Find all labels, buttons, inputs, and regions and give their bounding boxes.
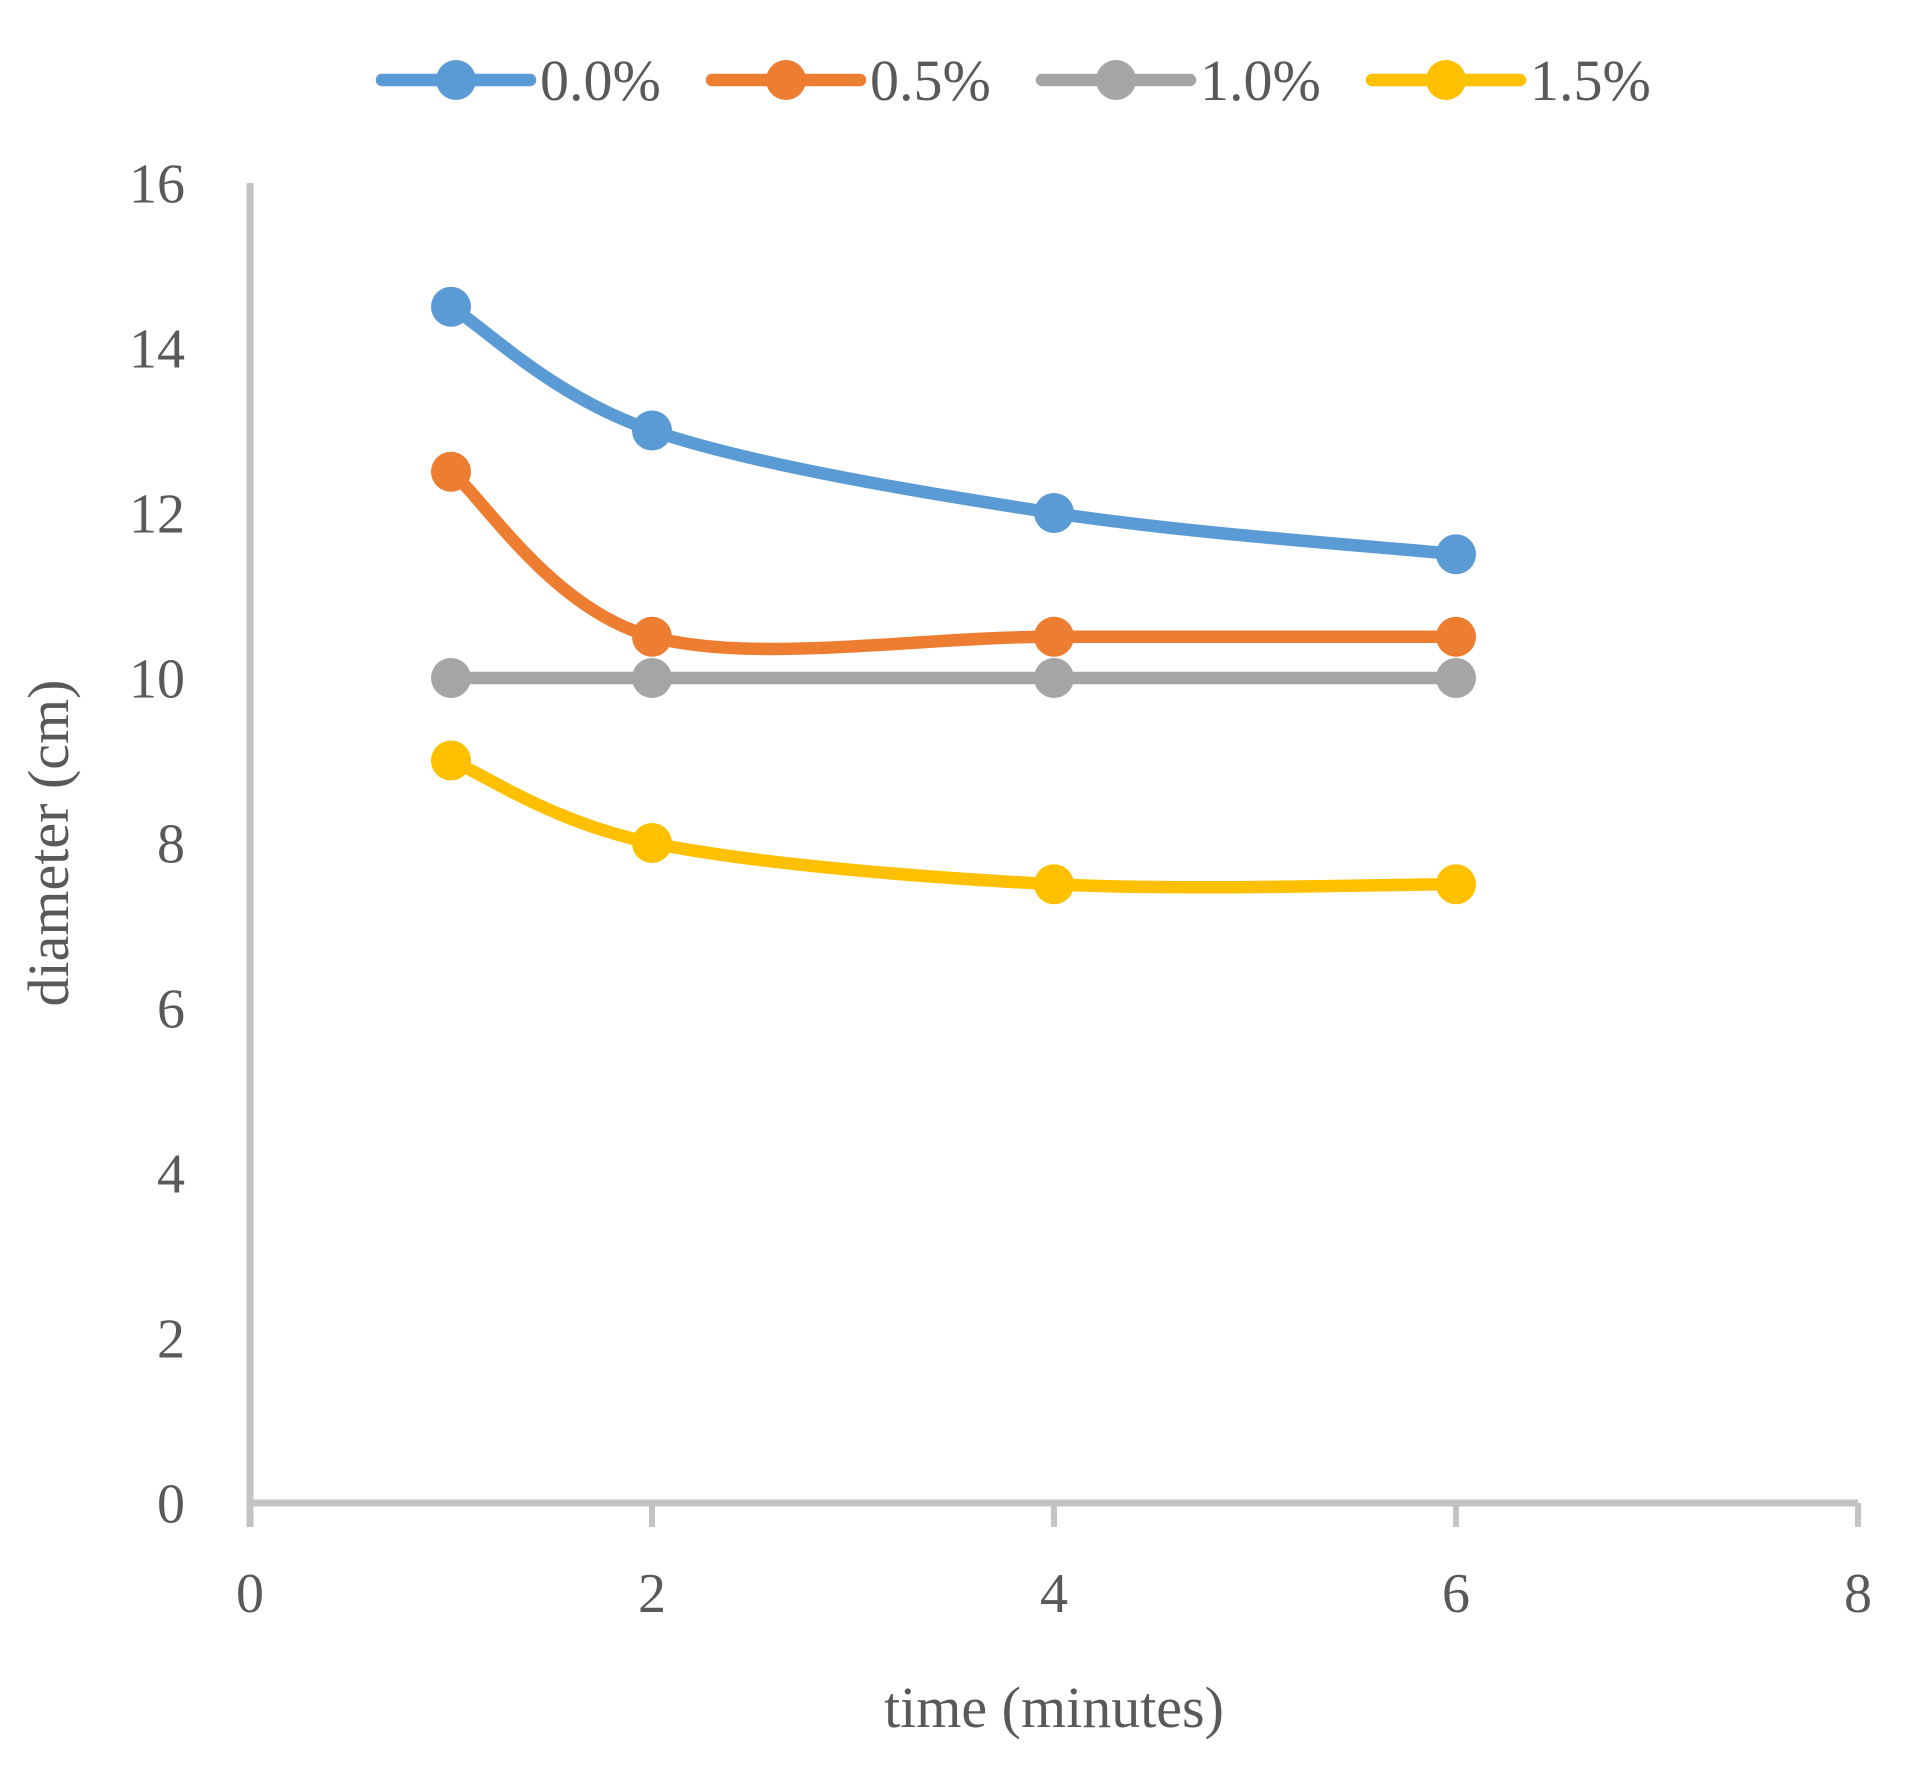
series-line	[444, 754, 1463, 894]
y-tick-label: 8	[157, 814, 185, 876]
data-point-marker	[1436, 658, 1476, 698]
data-point-marker	[1436, 534, 1476, 575]
series-0.0%	[431, 286, 1476, 575]
series-line	[444, 465, 1463, 656]
y-tick-label: 4	[157, 1144, 185, 1206]
y-tick-label: 14	[129, 319, 185, 381]
x-tick-label: 4	[1040, 1563, 1068, 1625]
legend-item: 0.5%	[705, 48, 991, 113]
x-tick-label: 6	[1442, 1563, 1470, 1625]
y-tick-label: 12	[129, 484, 185, 546]
x-tick-label: 2	[638, 1563, 666, 1625]
legend-label: 1.0%	[1200, 48, 1321, 113]
y-tick-label: 0	[157, 1474, 185, 1536]
data-point-marker	[431, 451, 471, 492]
series-1.0%	[431, 658, 1476, 698]
data-point-marker	[1436, 616, 1476, 657]
data-point-marker	[431, 658, 471, 698]
legend-marker-icon	[766, 60, 806, 100]
data-point-marker	[632, 616, 672, 657]
x-axis-title: time (minutes)	[884, 1675, 1224, 1740]
legend-marker-icon	[1096, 60, 1136, 100]
legend-label: 1.5%	[1530, 48, 1651, 113]
legend-marker-icon	[436, 60, 476, 100]
legend-item: 1.0%	[1035, 48, 1321, 113]
data-point-marker	[1034, 616, 1074, 657]
data-point-marker	[632, 658, 672, 698]
x-axis-ticks: 0 2 4 6 8	[236, 1503, 1872, 1625]
data-point-marker	[1436, 864, 1476, 905]
y-tick-label: 16	[129, 154, 185, 216]
data-point-marker	[431, 740, 471, 781]
legend-item: 1.5%	[1365, 48, 1651, 113]
series-1.5%	[431, 740, 1476, 905]
data-point-marker	[431, 286, 471, 327]
x-tick-label: 0	[236, 1563, 264, 1625]
y-axis-title: diameter (cm)	[16, 680, 81, 1007]
axes	[246, 183, 1858, 1527]
y-tick-label: 10	[129, 649, 185, 711]
x-tick-label: 8	[1844, 1563, 1872, 1625]
legend-label: 0.0%	[540, 48, 661, 113]
series-line	[444, 300, 1463, 561]
data-point-marker	[1034, 493, 1074, 533]
legend-item: 0.0%	[375, 48, 661, 113]
data-point-marker	[1034, 658, 1074, 698]
data-point-marker	[632, 823, 672, 863]
legend: 0.0% 0.5% 1.0% 1.5%	[375, 48, 1651, 113]
data-point-marker	[1034, 864, 1074, 905]
legend-label: 0.5%	[870, 48, 991, 113]
y-tick-label: 6	[157, 979, 185, 1041]
legend-marker-icon	[1426, 60, 1466, 100]
y-axis-ticks: 0 2 4 6 8 10 12 14 16	[129, 154, 185, 1536]
y-tick-label: 2	[157, 1309, 185, 1371]
series-0.5%	[431, 451, 1476, 657]
data-point-marker	[632, 410, 672, 451]
